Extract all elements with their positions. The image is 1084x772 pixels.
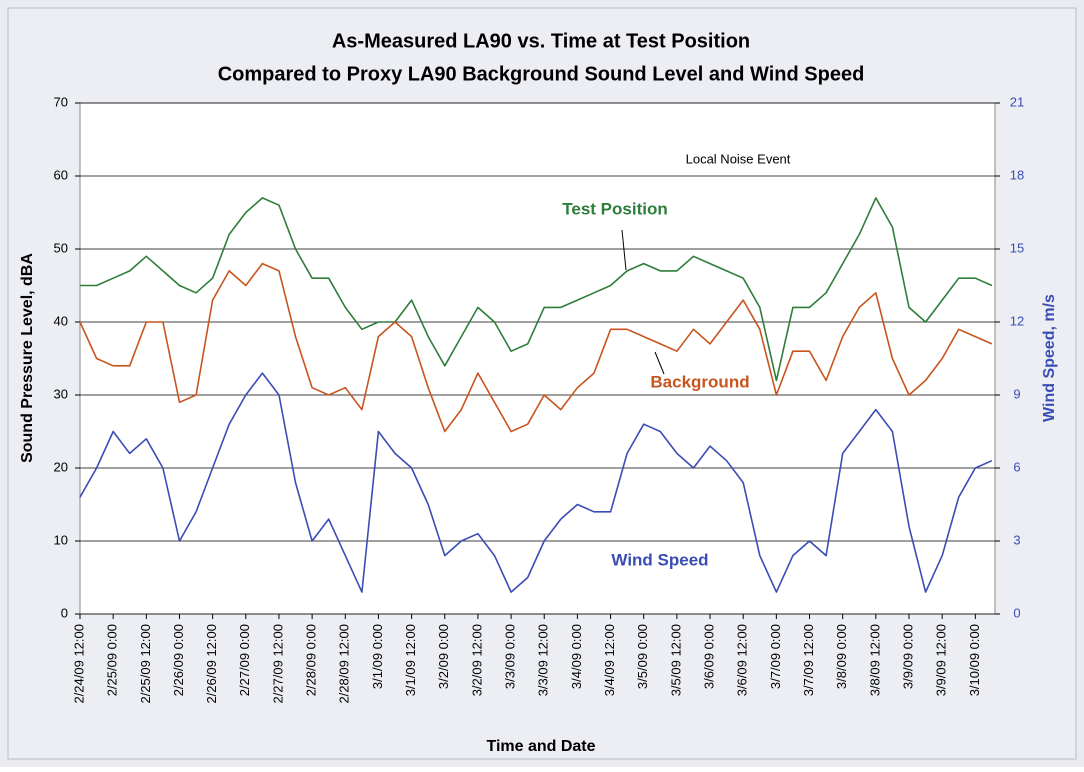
x-tick-label: 3/7/09 0:00 <box>768 624 783 689</box>
y2-tick-label: 18 <box>1010 167 1024 182</box>
y-tick-label: 20 <box>54 459 68 474</box>
series-line <box>80 197 993 382</box>
x-tick-label: 3/3/09 12:00 <box>536 624 551 696</box>
y2-tick-label: 9 <box>1013 386 1020 401</box>
y-tick-label: 10 <box>54 532 68 547</box>
x-tick-label: 3/2/09 0:00 <box>436 624 451 689</box>
x-tick-label: 2/25/09 0:00 <box>105 624 120 696</box>
x-tick-label: 3/3/09 0:00 <box>503 624 518 689</box>
x-tick-label: 2/26/09 0:00 <box>171 624 186 696</box>
x-tick-label: 3/2/09 12:00 <box>469 624 484 696</box>
x-tick-label: 3/9/09 0:00 <box>900 624 915 689</box>
y-tick-label: 0 <box>61 605 68 620</box>
x-tick-label: 2/26/09 12:00 <box>204 624 219 704</box>
annotation: Background <box>650 372 749 391</box>
x-tick-label: 2/24/09 12:00 <box>71 624 86 704</box>
y-tick-label: 50 <box>54 240 68 255</box>
x-tick-label: 3/9/09 12:00 <box>934 624 949 696</box>
y2-tick-label: 3 <box>1013 532 1020 547</box>
pointer <box>621 229 627 271</box>
x-tick-label: 3/4/09 12:00 <box>602 624 617 696</box>
x-tick-label: 2/25/09 12:00 <box>138 624 153 704</box>
x-tick-label: 3/6/09 12:00 <box>735 624 750 696</box>
x-tick-label: 3/1/09 0:00 <box>370 624 385 689</box>
x-tick-label: 3/8/09 12:00 <box>867 624 882 696</box>
pointer <box>654 351 665 375</box>
series-line <box>79 262 993 433</box>
x-tick-label: 2/27/09 0:00 <box>237 624 252 696</box>
x-tick-label: 2/27/09 12:00 <box>270 624 285 704</box>
y2-tick-label: 6 <box>1013 459 1020 474</box>
annotation: Local Noise Event <box>686 151 791 166</box>
y-tick-label: 40 <box>54 313 68 328</box>
chart-subtitle: Compared to Proxy LA90 Background Sound … <box>218 63 865 85</box>
x-tick-label: 3/4/09 0:00 <box>569 624 584 689</box>
chart-title: As-Measured LA90 vs. Time at Test Positi… <box>332 30 750 52</box>
x-tick-label: 2/28/09 0:00 <box>304 624 319 696</box>
x-tick-label: 3/6/09 0:00 <box>701 624 716 689</box>
annotation: Wind Speed <box>611 550 708 569</box>
x-tick-label: 3/8/09 0:00 <box>834 624 849 689</box>
annotation: Test Position <box>562 199 667 218</box>
x-tick-label: 3/10/09 0:00 <box>967 624 982 696</box>
y2-tick-label: 0 <box>1013 605 1020 620</box>
x-tick-label: 3/7/09 12:00 <box>801 624 816 696</box>
x-axis-title: Time and Date <box>486 738 595 755</box>
y-axis-title: Sound Pressure Level, dBA <box>19 253 36 463</box>
plot-area <box>79 102 996 615</box>
y-tick-label: 30 <box>54 386 68 401</box>
x-tick-label: 2/28/09 12:00 <box>337 624 352 704</box>
y2-axis-title: Wind Speed, m/s <box>1041 294 1058 422</box>
x-tick-label: 3/5/09 12:00 <box>668 624 683 696</box>
y2-tick-label: 15 <box>1010 240 1024 255</box>
y-tick-label: 60 <box>54 167 68 182</box>
y2-tick-label: 12 <box>1010 313 1024 328</box>
x-tick-label: 3/5/09 0:00 <box>635 624 650 689</box>
x-tick-label: 3/1/09 12:00 <box>403 624 418 696</box>
series-line <box>79 372 993 593</box>
y2-tick-label: 21 <box>1010 94 1024 109</box>
y-tick-label: 70 <box>54 94 68 109</box>
